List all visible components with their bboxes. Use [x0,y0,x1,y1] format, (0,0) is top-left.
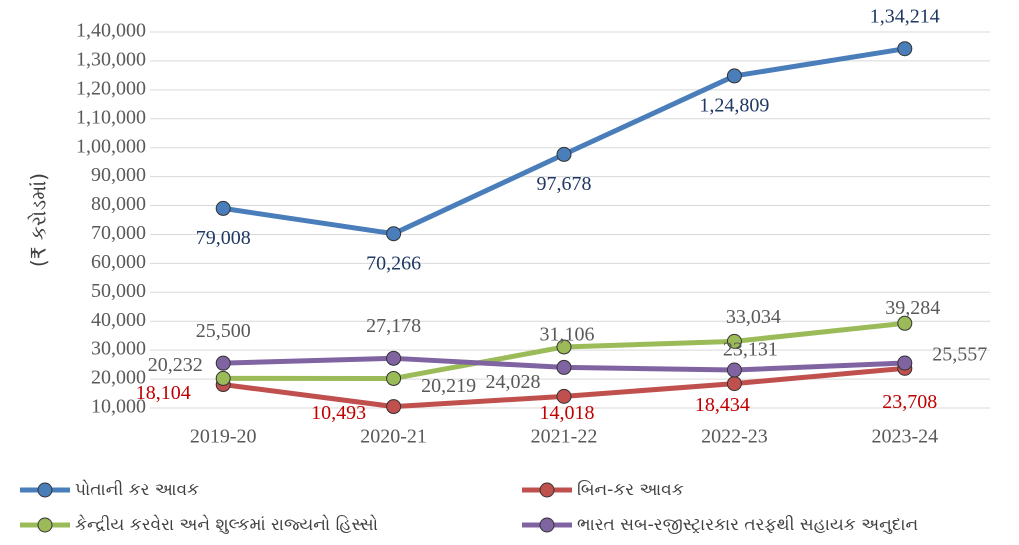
y-tick-label: 80,000 [91,193,146,215]
data-label: 39,284 [885,297,940,319]
data-label: 79,008 [196,227,251,249]
data-point [215,355,231,371]
data-label: 70,266 [366,252,421,274]
data-label: 23,708 [882,391,937,413]
data-point [556,146,572,162]
data-label: 23,131 [723,339,778,361]
data-point [215,200,231,216]
data-label: 18,104 [136,382,191,404]
y-tick-label: 1,30,000 [76,49,146,71]
y-tick-label: 50,000 [91,280,146,302]
data-label: 14,018 [540,402,595,424]
y-axis-label: (₹ કરોડમાં) [27,173,51,267]
data-point [386,226,402,242]
x-tick-label: 2022-23 [701,426,768,448]
legend-label: કેન્દ્રીય કરવેરા અને શુલ્કમાં રાજ્યનો હિ… [75,514,378,535]
data-label: 10,493 [311,402,366,424]
y-tick-label: 70,000 [91,222,146,244]
data-point [897,41,913,57]
data-label: 25,557 [932,344,987,366]
x-tick-label: 2019-20 [190,426,257,448]
y-tick-label: 1,10,000 [76,106,146,128]
data-point [897,355,913,371]
y-tick-label: 1,20,000 [76,77,146,99]
y-tick-label: 40,000 [91,309,146,331]
data-label: 18,434 [695,394,750,416]
data-label: 24,028 [486,371,541,393]
data-point [386,350,402,366]
y-tick-label: 1,40,000 [76,20,146,42]
data-point [215,370,231,386]
legend-marker [37,517,53,533]
y-tick-label: 90,000 [91,164,146,186]
legend-label: પોતાની કર આવક [75,479,199,500]
x-tick-label: 2021-22 [531,426,598,448]
data-point [556,339,572,355]
data-label: 97,678 [537,173,592,195]
data-point [726,376,742,392]
y-tick-label: 60,000 [91,251,146,273]
data-point [726,68,742,84]
legend-marker [539,517,555,533]
data-point [556,388,572,404]
data-label: 31,106 [540,324,595,346]
y-tick-label: 1,00,000 [76,135,146,157]
legend-marker [37,482,53,498]
x-tick-label: 2020-21 [360,426,427,448]
data-point [386,370,402,386]
y-tick-label: 10,000 [91,396,146,418]
legend-label: બિન-કર આવક [577,480,684,500]
x-tick-label: 2023-24 [871,426,938,448]
data-point [386,399,402,415]
data-label: 20,219 [421,375,476,397]
data-point [726,333,742,349]
legend-label: ભારત સબ-રજીસ્ટ્રારકાર તરફથી સહાયક અનુદાન [577,515,918,535]
data-label: 1,34,214 [870,5,940,27]
legend-marker [539,482,555,498]
y-tick-label: 20,000 [91,367,146,389]
data-label: 25,500 [196,320,251,342]
data-point [897,315,913,331]
data-label: 20,232 [148,354,203,376]
data-label: 27,178 [366,315,421,337]
data-label: 1,24,809 [699,95,769,117]
data-label: 33,034 [726,306,781,328]
data-point [556,359,572,375]
y-tick-label: 30,000 [91,338,146,360]
data-point [726,362,742,378]
